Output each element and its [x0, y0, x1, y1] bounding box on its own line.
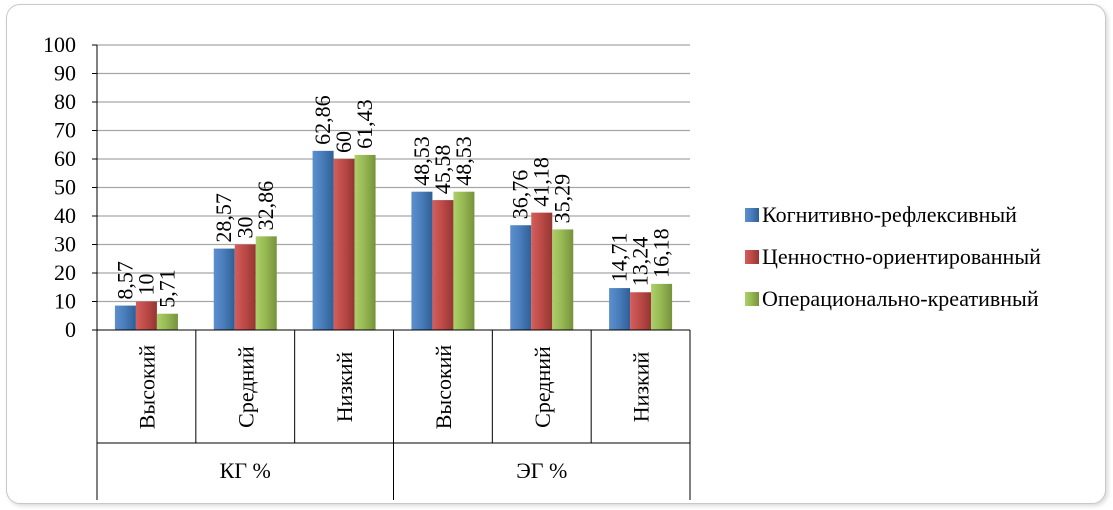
y-tick-label: 70 [54, 118, 76, 143]
category-label: Высокий [134, 345, 159, 430]
bar [156, 313, 178, 330]
data-label: 32,86 [253, 181, 278, 231]
y-tick-label: 50 [54, 175, 76, 200]
y-tick-label: 90 [54, 61, 76, 86]
data-label: 36,76 [508, 170, 533, 220]
bar [135, 301, 157, 330]
data-label: 30 [232, 217, 257, 239]
data-labels: 8,57 28,57 62,86 48,53 36,76 14,71 10 30 60 45,58… [112, 95, 673, 307]
y-tick-label: 60 [54, 146, 76, 171]
category-label: Средний [530, 346, 555, 428]
y-axis: 0 10 20 30 40 50 60 70 80 90 100 [43, 32, 98, 500]
data-label: 16,18 [649, 228, 674, 278]
data-label: 35,29 [550, 174, 575, 224]
y-tick-label: 20 [54, 260, 76, 285]
legend-item-label: Ценностно-ориентированный [762, 244, 1041, 269]
bar [234, 244, 256, 330]
legend-swatch [745, 250, 759, 264]
data-label: 41,18 [529, 157, 554, 207]
group-label: КГ % [220, 458, 271, 483]
y-tick-label: 0 [65, 317, 76, 342]
y-tick-label: 30 [54, 232, 76, 257]
data-label: 8,57 [112, 261, 137, 300]
y-tick-label: 100 [43, 32, 76, 57]
gridlines [97, 44, 690, 303]
data-label: 45,58 [430, 145, 455, 195]
data-label: 60 [331, 131, 356, 153]
y-tick-label: 80 [54, 89, 76, 114]
bars [114, 150, 673, 330]
bar [552, 229, 574, 330]
bar [354, 154, 376, 330]
bar [114, 305, 136, 330]
data-label: 62,86 [310, 95, 335, 145]
bar [213, 248, 235, 330]
legend-item-label: Когнитивно-рефлексивный [762, 202, 1017, 227]
data-label: 48,53 [451, 136, 476, 185]
category-label: Средний [233, 346, 258, 428]
bar [411, 191, 433, 330]
x-axis: Высокий Средний Низкий Высокий Средний Низкий… [96, 329, 691, 500]
legend-swatch [745, 292, 759, 306]
data-label: 14,71 [607, 233, 632, 283]
data-label: 5,71 [154, 269, 179, 308]
bar [255, 236, 277, 330]
y-tick-label: 10 [54, 289, 76, 314]
legend: Когнитивно-рефлексивный Ценностно-ориенти… [745, 202, 1041, 311]
bar [531, 212, 553, 330]
bar [651, 283, 673, 330]
legend-item-label: Операционально-креативный [762, 286, 1039, 311]
category-label: Высокий [431, 345, 456, 430]
bar [630, 292, 652, 330]
data-label: 48,53 [409, 136, 434, 186]
data-label: 10 [133, 274, 158, 296]
group-label: ЭГ % [516, 458, 567, 483]
category-label: Низкий [629, 351, 654, 422]
bar [453, 191, 475, 330]
bar [609, 288, 631, 330]
data-label: 28,57 [211, 193, 236, 243]
legend-swatch [745, 208, 759, 222]
bar [510, 225, 532, 330]
bar [312, 150, 334, 330]
data-label: 61,43 [352, 99, 377, 149]
data-label: 13,24 [628, 237, 653, 287]
bar [432, 200, 454, 330]
bar [333, 159, 355, 330]
category-label: Низкий [332, 351, 357, 422]
y-tick-label: 40 [54, 203, 76, 228]
